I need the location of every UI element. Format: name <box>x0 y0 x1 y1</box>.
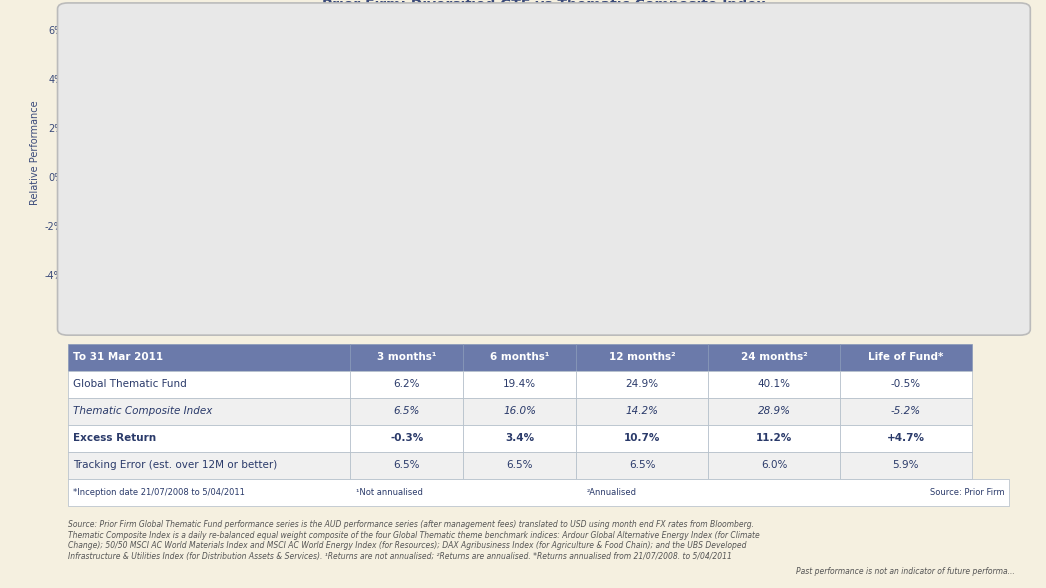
Text: 14.2%: 14.2% <box>626 406 659 416</box>
Bar <box>507 177 524 179</box>
Text: 12 months²: 12 months² <box>609 352 676 362</box>
Bar <box>85 169 101 177</box>
Bar <box>423 148 439 177</box>
Text: 5.9%: 5.9% <box>892 460 919 470</box>
Text: -5.2%: -5.2% <box>891 406 920 416</box>
Bar <box>479 135 496 177</box>
Text: 3 months¹: 3 months¹ <box>378 352 436 362</box>
Text: +4.7%: +4.7% <box>887 433 925 443</box>
Bar <box>902 177 918 233</box>
Bar <box>226 177 243 187</box>
Text: Thematic Composite Index: Thematic Composite Index <box>73 406 212 416</box>
Text: To 31 Mar 2011: To 31 Mar 2011 <box>73 352 163 362</box>
Bar <box>536 177 552 187</box>
Text: 6.5%: 6.5% <box>629 460 656 470</box>
Text: 11.2%: 11.2% <box>756 433 792 443</box>
Text: Excess Return: Excess Return <box>73 433 156 443</box>
Text: 6 months¹: 6 months¹ <box>491 352 549 362</box>
Text: -0.5%: -0.5% <box>891 379 920 389</box>
Bar <box>253 177 271 182</box>
Text: Source: Prior Firm: Source: Prior Firm <box>930 487 1004 497</box>
Bar <box>986 128 1003 177</box>
Bar <box>592 158 609 177</box>
Title: Prior Firm: Diversified GTF vs Thematic Composite Index: Prior Firm: Diversified GTF vs Thematic … <box>322 0 766 12</box>
Bar <box>649 167 665 177</box>
Bar <box>733 162 750 177</box>
Bar <box>817 158 835 177</box>
Text: 24 months²: 24 months² <box>741 352 808 362</box>
Text: Source: Prior Firm Global Thematic Fund performance series is the AUD performanc: Source: Prior Firm Global Thematic Fund … <box>68 520 759 560</box>
Text: Global Thematic Fund: Global Thematic Fund <box>73 379 187 389</box>
Bar <box>845 158 862 177</box>
Bar <box>281 177 299 238</box>
Text: 10.7%: 10.7% <box>624 433 660 443</box>
Bar <box>198 175 214 177</box>
Bar <box>958 135 975 177</box>
Text: 6.5%: 6.5% <box>393 406 420 416</box>
Text: 19.4%: 19.4% <box>503 379 537 389</box>
Bar <box>930 162 947 177</box>
Bar <box>873 152 890 177</box>
Text: *Inception date 21/07/2008 to 5/04/2011: *Inception date 21/07/2008 to 5/04/2011 <box>73 487 245 497</box>
Bar <box>169 160 186 177</box>
Text: 40.1%: 40.1% <box>757 379 791 389</box>
Text: 6.5%: 6.5% <box>393 460 420 470</box>
Text: Past performance is not an indicator of future performa...: Past performance is not an indicator of … <box>796 567 1015 576</box>
Bar <box>338 145 355 177</box>
Bar <box>141 177 158 246</box>
Text: ²Annualised: ²Annualised <box>587 487 637 497</box>
Text: 3.4%: 3.4% <box>505 433 535 443</box>
Text: Life of Fund*: Life of Fund* <box>868 352 943 362</box>
Bar <box>677 175 693 177</box>
Bar <box>366 152 383 177</box>
Bar <box>789 49 806 177</box>
Text: 28.9%: 28.9% <box>757 406 791 416</box>
X-axis label: Month: Month <box>528 326 560 336</box>
Bar <box>705 167 722 177</box>
Text: 24.9%: 24.9% <box>626 379 659 389</box>
Text: Tracking Error (est. over 12M or better): Tracking Error (est. over 12M or better) <box>73 460 277 470</box>
Bar <box>451 111 468 177</box>
Text: 16.0%: 16.0% <box>503 406 537 416</box>
Bar <box>310 177 327 258</box>
Text: 6.5%: 6.5% <box>506 460 533 470</box>
Text: 6.0%: 6.0% <box>760 460 788 470</box>
Bar <box>620 123 637 177</box>
Bar <box>113 158 130 177</box>
Y-axis label: Relative Performance: Relative Performance <box>30 100 41 205</box>
Text: -0.3%: -0.3% <box>390 433 424 443</box>
Bar <box>760 160 778 177</box>
Bar <box>394 89 411 177</box>
Text: ¹Not annualised: ¹Not annualised <box>356 487 423 497</box>
Text: 6.2%: 6.2% <box>393 379 420 389</box>
Bar <box>564 165 581 177</box>
